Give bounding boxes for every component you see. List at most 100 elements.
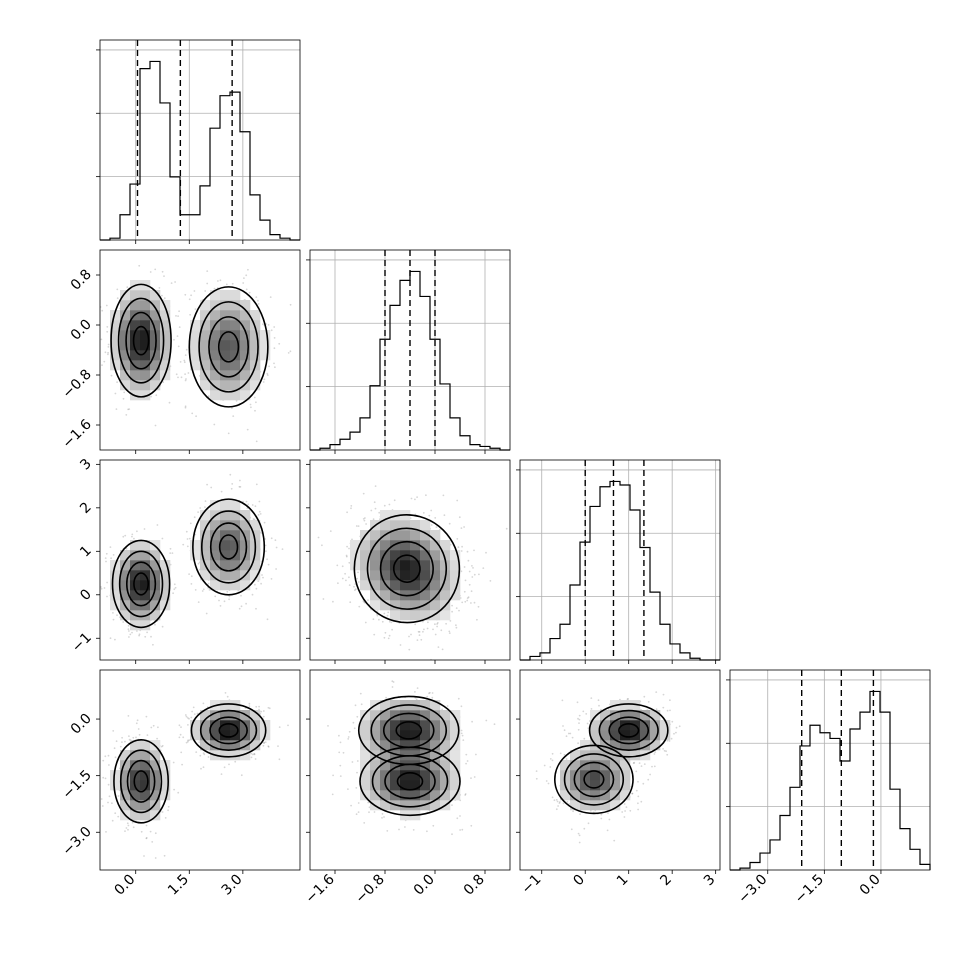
sample-point [161, 537, 164, 540]
density-cell [200, 340, 211, 351]
density-cell [230, 320, 241, 331]
sample-point [347, 788, 349, 790]
sample-point [154, 857, 157, 859]
sample-point [430, 524, 433, 526]
sample-point [219, 279, 222, 282]
sample-point [336, 564, 339, 567]
hist-panel-1 [306, 249, 511, 454]
sample-point [245, 274, 248, 277]
density-cell [160, 570, 171, 581]
density-cell [220, 570, 231, 581]
sample-point [97, 744, 99, 746]
sample-point [460, 732, 463, 735]
density-cell [110, 360, 121, 371]
density-cell [250, 380, 261, 391]
sample-point [355, 525, 358, 527]
sample-point [98, 753, 100, 755]
sample-point [144, 635, 147, 638]
sample-point [223, 766, 226, 769]
ytick-label: 3 [77, 456, 95, 474]
sample-point [505, 527, 508, 530]
sample-point [467, 596, 470, 599]
sample-point [387, 637, 390, 640]
sample-point [445, 622, 447, 625]
density-cell [140, 330, 151, 341]
contour-0-1 [125, 311, 157, 370]
sample-point [184, 373, 187, 375]
sample-point [218, 599, 220, 602]
scatter-panel-1-3: −1.6 −0.8 0.0 0.8 [302, 669, 511, 907]
sample-point [217, 280, 219, 282]
panel-content [100, 473, 284, 646]
sample-point [194, 589, 197, 591]
density-cell [220, 520, 231, 531]
density-cell [390, 600, 401, 611]
contour-1-0 [217, 331, 240, 363]
sample-point [131, 533, 134, 536]
sample-point [353, 727, 356, 730]
density-cell [390, 560, 401, 571]
sample-point [430, 509, 433, 512]
density-cell [220, 320, 231, 331]
sample-point [367, 801, 370, 804]
sample-point [425, 494, 427, 497]
sample-point [252, 518, 255, 520]
density-cell [150, 310, 161, 321]
density-cell [440, 540, 451, 551]
sample-point [376, 610, 379, 612]
sample-point [383, 816, 385, 818]
sample-point [104, 557, 107, 559]
density-cell [230, 390, 241, 401]
density-cell [160, 590, 171, 601]
density-cell [440, 560, 451, 571]
density-cell [220, 330, 231, 341]
sample-point [201, 590, 204, 592]
density-cell [120, 320, 131, 331]
sample-point [365, 523, 367, 525]
sample-point [347, 738, 350, 740]
sample-point [131, 821, 134, 824]
sample-point [358, 605, 361, 608]
sample-point [145, 837, 148, 840]
sample-point [193, 516, 196, 519]
sample-point [472, 567, 474, 569]
sample-point [186, 717, 189, 719]
density-cell [120, 610, 131, 621]
density-cell [190, 730, 201, 741]
density-cell [230, 750, 241, 761]
density-cell [140, 770, 151, 781]
density-cell [250, 330, 261, 341]
density-cell [120, 300, 131, 311]
sample-point [385, 696, 387, 699]
density-cell [140, 740, 151, 751]
sample-point [460, 570, 463, 573]
density-cell [220, 370, 231, 381]
sample-point [162, 381, 165, 384]
sample-point [354, 588, 357, 590]
sample-point [163, 297, 166, 300]
contour-1-0 [218, 534, 239, 560]
sample-point [173, 338, 175, 341]
sample-point [145, 837, 148, 839]
sample-point [455, 607, 458, 609]
density-cell [390, 580, 401, 591]
sample-point [287, 724, 289, 727]
sample-point [378, 618, 380, 621]
density-cell [140, 790, 151, 801]
contour-1-2 [200, 510, 257, 584]
sample-point [473, 573, 476, 576]
sample-point [414, 498, 416, 501]
sample-point [253, 396, 256, 399]
sample-point [173, 583, 176, 586]
density-cell [220, 510, 231, 521]
axes-frame [99, 669, 301, 871]
sample-point [156, 737, 159, 740]
density-cell [190, 550, 201, 561]
density-cell [410, 530, 421, 541]
sample-point [181, 763, 184, 766]
density-cell [250, 570, 261, 581]
xtick-label: −1.5 [792, 872, 827, 907]
density-cell [220, 710, 231, 721]
sample-point [388, 634, 391, 637]
density-cell [150, 370, 161, 381]
